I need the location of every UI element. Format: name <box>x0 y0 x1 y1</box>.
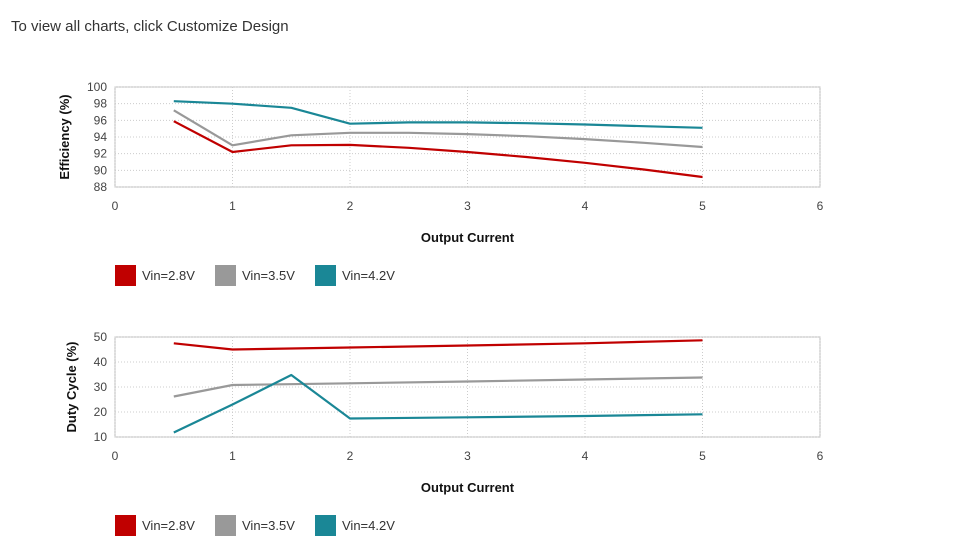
y-tick-label: 30 <box>94 380 108 394</box>
legend-label-3: Vin=4.2V <box>342 268 395 283</box>
legend-label-1: Vin=2.8V <box>142 268 195 283</box>
x-axis-title: Output Current <box>421 480 515 495</box>
y-axis-title: Duty Cycle (%) <box>64 341 79 432</box>
series-line-2 <box>173 376 703 398</box>
legend-label-2: Vin=3.5V <box>242 518 295 533</box>
x-tick-label: 1 <box>229 449 236 463</box>
y-tick-label: 40 <box>94 355 108 369</box>
x-tick-label: 2 <box>347 199 354 213</box>
y-tick-label: 20 <box>94 405 108 419</box>
x-tick-label: 1 <box>229 199 236 213</box>
series-line-3 <box>173 100 703 129</box>
y-tick-label: 88 <box>94 180 108 194</box>
series-line-2 <box>173 109 703 149</box>
legend-label-3: Vin=4.2V <box>342 518 395 533</box>
x-tick-label: 0 <box>112 199 119 213</box>
series-line-1 <box>173 339 703 351</box>
legend-label-1: Vin=2.8V <box>142 518 195 533</box>
x-tick-label: 6 <box>817 449 824 463</box>
y-tick-label: 96 <box>94 113 108 127</box>
x-axis-title: Output Current <box>421 230 515 245</box>
x-tick-label: 5 <box>699 199 706 213</box>
series-line-3 <box>173 373 703 434</box>
y-tick-label: 90 <box>94 163 108 177</box>
legend-swatch-3 <box>315 265 336 286</box>
x-tick-label: 3 <box>464 199 471 213</box>
legend-swatch-1 <box>115 515 136 536</box>
x-tick-label: 4 <box>582 199 589 213</box>
x-tick-label: 4 <box>582 449 589 463</box>
legend-swatch-1 <box>115 265 136 286</box>
y-axis-title: Efficiency (%) <box>57 94 72 179</box>
legend-swatch-2 <box>215 515 236 536</box>
x-tick-label: 5 <box>699 449 706 463</box>
legend-label-2: Vin=3.5V <box>242 268 295 283</box>
x-tick-label: 3 <box>464 449 471 463</box>
legend-swatch-2 <box>215 265 236 286</box>
y-tick-label: 98 <box>94 97 108 111</box>
y-tick-label: 100 <box>87 80 107 94</box>
y-tick-label: 10 <box>94 430 108 444</box>
legend-swatch-3 <box>315 515 336 536</box>
x-tick-label: 6 <box>817 199 824 213</box>
x-tick-label: 2 <box>347 449 354 463</box>
series-line-1 <box>173 120 703 179</box>
y-tick-label: 50 <box>94 330 108 344</box>
customize-notice: To view all charts, click Customize Desi… <box>11 18 289 35</box>
efficiency-chart: 88 90 92 94 96 98 100 0 1 2 3 4 5 6 Output Current Effi… <box>57 80 824 286</box>
y-tick-label: 92 <box>94 147 108 161</box>
y-tick-label: 94 <box>94 130 108 144</box>
x-tick-label: 0 <box>112 449 119 463</box>
